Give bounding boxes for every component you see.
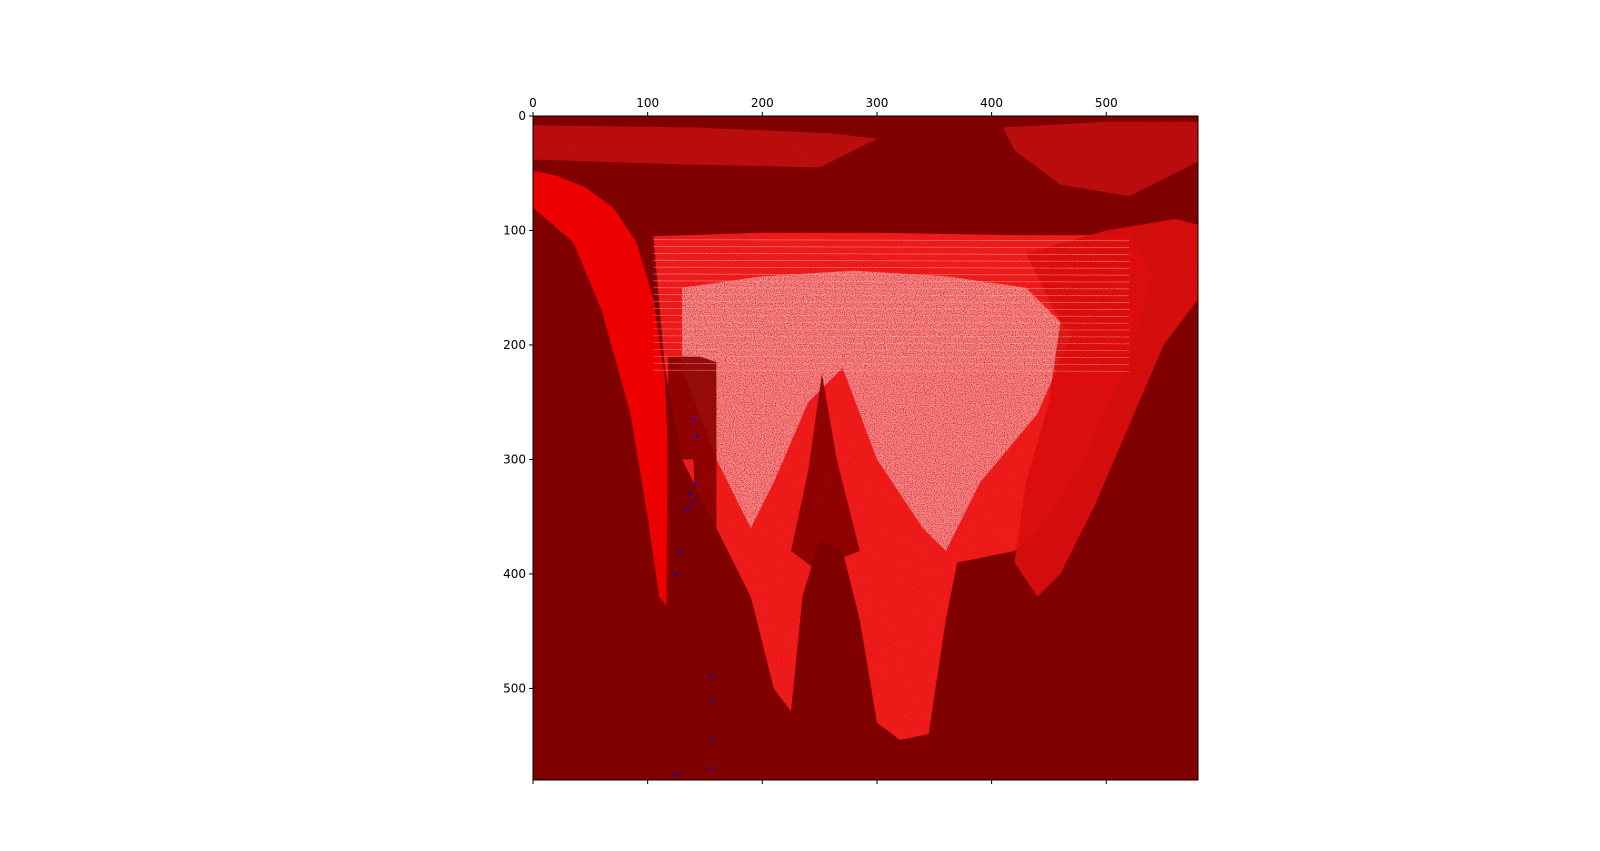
y-axis-left: 0 100 200 300 400 500: [503, 109, 533, 695]
heatmap-region-grain-top-band: [533, 125, 877, 168]
heatmap-speckle: [674, 772, 677, 776]
plot-frame: [532, 115, 1199, 781]
heatmap-speckle: [686, 509, 689, 513]
heatmap-speckle: [692, 417, 695, 421]
y-tick-label: 200: [503, 338, 526, 352]
heatmap-speckle: [691, 501, 694, 505]
heatmap-speckle: [708, 767, 711, 771]
heatmap-grain-texture: [533, 121, 1198, 740]
heatmap-speckle: [693, 483, 696, 487]
x-tick-label: 100: [636, 96, 659, 110]
x-axis-top: 0 100 200 300 400 500: [529, 96, 1118, 116]
heatmap-region-grain-left-lobe: [533, 171, 671, 609]
x-tick-label: 400: [980, 96, 1003, 110]
heatmap-speckle: [710, 698, 714, 702]
x-tick-label: 200: [751, 96, 774, 110]
heatmap-speckle: [689, 492, 692, 496]
y-tick-label: 0: [518, 109, 526, 123]
heatmap-region-grain-top-right-band: [1003, 121, 1198, 197]
y-tick-label: 400: [503, 567, 526, 581]
heatmap-speckle: [675, 572, 678, 576]
y-tick-label: 100: [503, 223, 526, 237]
heatmap-region-grain-bright-arc: [682, 270, 1072, 551]
heatmap-speckle: [695, 435, 699, 439]
heatmap-speckle: [709, 738, 712, 742]
heatmap-plot-area: [533, 116, 1198, 780]
heatmap-speckle: [678, 549, 681, 553]
heatmap-speckles: [674, 417, 714, 776]
y-tick-label: 500: [503, 681, 526, 695]
x-tick-label: 0: [529, 96, 537, 110]
x-tick-label: 300: [866, 96, 889, 110]
y-tick-label: 300: [503, 452, 526, 466]
heatmap-speckle: [709, 675, 712, 679]
x-tick-label: 500: [1095, 96, 1118, 110]
x-axis-bottom-ticks: [532, 780, 1107, 784]
heatmap-region-grain-right-lobe: [1014, 219, 1198, 597]
